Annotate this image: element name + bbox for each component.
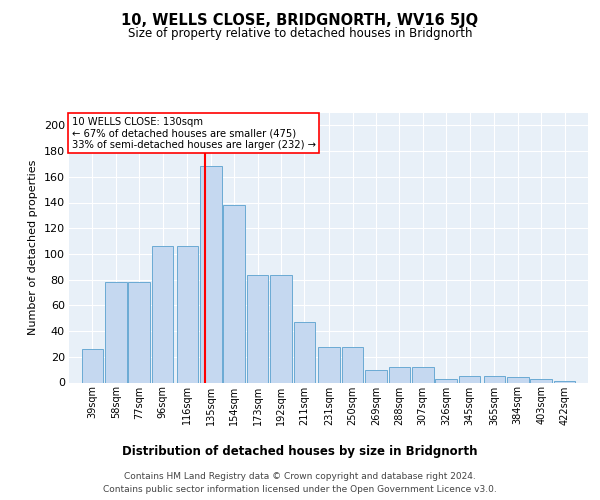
- Bar: [389, 367, 410, 382]
- Text: 10, WELLS CLOSE, BRIDGNORTH, WV16 5JQ: 10, WELLS CLOSE, BRIDGNORTH, WV16 5JQ: [121, 12, 479, 28]
- Bar: [507, 378, 529, 382]
- Bar: [82, 349, 103, 382]
- Bar: [436, 378, 457, 382]
- Text: Size of property relative to detached houses in Bridgnorth: Size of property relative to detached ho…: [128, 28, 472, 40]
- Text: Contains HM Land Registry data © Crown copyright and database right 2024.: Contains HM Land Registry data © Crown c…: [124, 472, 476, 481]
- Bar: [105, 282, 127, 382]
- Bar: [152, 246, 173, 382]
- Text: Contains public sector information licensed under the Open Government Licence v3: Contains public sector information licen…: [103, 485, 497, 494]
- Bar: [530, 378, 552, 382]
- Bar: [459, 376, 481, 382]
- Text: Distribution of detached houses by size in Bridgnorth: Distribution of detached houses by size …: [122, 444, 478, 458]
- Bar: [223, 205, 245, 382]
- Bar: [200, 166, 221, 382]
- Bar: [365, 370, 387, 382]
- Bar: [247, 274, 268, 382]
- Bar: [342, 346, 364, 382]
- Bar: [484, 376, 505, 382]
- Bar: [412, 367, 434, 382]
- Bar: [270, 274, 292, 382]
- Bar: [554, 381, 575, 382]
- Bar: [293, 322, 315, 382]
- Bar: [128, 282, 150, 382]
- Bar: [319, 346, 340, 382]
- Text: 10 WELLS CLOSE: 130sqm
← 67% of detached houses are smaller (475)
33% of semi-de: 10 WELLS CLOSE: 130sqm ← 67% of detached…: [71, 116, 316, 150]
- Bar: [176, 246, 198, 382]
- Y-axis label: Number of detached properties: Number of detached properties: [28, 160, 38, 335]
